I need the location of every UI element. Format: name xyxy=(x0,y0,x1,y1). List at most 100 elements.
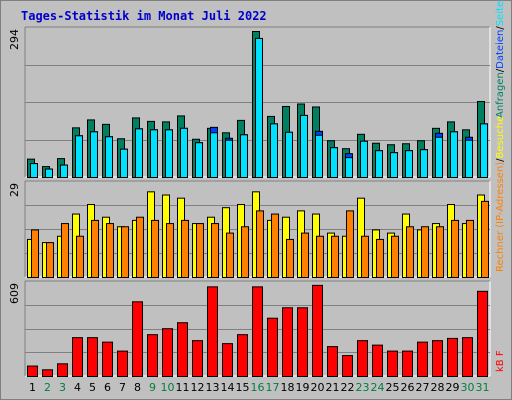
seiten-bar-31 xyxy=(480,123,488,178)
seiten-bar-6 xyxy=(105,136,113,179)
kbf-bar-18 xyxy=(282,307,293,378)
seiten-bar-17 xyxy=(270,123,278,178)
rechner-bar-3 xyxy=(61,223,69,279)
kbf-bar-12 xyxy=(192,340,203,378)
rechner-bar-8 xyxy=(136,216,144,278)
legend-entry-1-0: Anfragen xyxy=(495,72,506,118)
kbf-bar-20 xyxy=(312,284,323,378)
seiten-bar-2 xyxy=(45,168,53,178)
seiten-bar-8 xyxy=(135,128,143,178)
legend-entry-1-3: / xyxy=(495,26,506,30)
seiten-bar-19 xyxy=(300,114,308,178)
seiten-bar-29 xyxy=(450,131,458,179)
seiten-bar-21 xyxy=(330,147,338,179)
kbf-bar-23 xyxy=(357,340,368,378)
rechner-bar-4 xyxy=(76,235,84,278)
panel-3-ytick-label: 609 xyxy=(8,283,21,304)
rechner-bar-18 xyxy=(286,238,294,278)
kbf-bar-10 xyxy=(162,328,173,377)
x-tick-label-day-22: 22 xyxy=(341,381,355,394)
x-tick-label-day-23: 23 xyxy=(356,381,370,394)
rechner-bar-2 xyxy=(46,242,54,279)
legend-entry-1-4: Seiten xyxy=(495,0,506,26)
rechner-bar-11 xyxy=(181,219,189,278)
seiten-bar-9 xyxy=(150,129,158,179)
seiten-bar-1 xyxy=(30,163,38,179)
rechner-bar-7 xyxy=(121,226,129,278)
kbf-bar-11 xyxy=(177,322,188,378)
x-tick-label-day-6: 6 xyxy=(104,381,111,394)
rechner-bar-6 xyxy=(106,223,114,279)
x-tick-label-day-30: 30 xyxy=(461,381,475,394)
kbf-bar-6 xyxy=(102,341,113,377)
kbf-bar-21 xyxy=(327,346,338,377)
kbf-bar-27 xyxy=(417,341,428,377)
panel-3-legend: kB F xyxy=(495,350,506,372)
kbf-bar-24 xyxy=(372,344,383,378)
rechner-bar-19 xyxy=(301,232,309,279)
seiten-bar-18 xyxy=(285,131,293,178)
kbf-bar-19 xyxy=(297,307,308,378)
seiten-bar-10 xyxy=(165,129,173,179)
x-tick-label-day-11: 11 xyxy=(176,381,190,394)
kbf-bar-16 xyxy=(252,286,263,377)
rechner-bar-25 xyxy=(391,235,399,278)
legend-entry-2-1: / xyxy=(495,158,506,162)
kbf-bar-25 xyxy=(387,350,398,377)
x-tick-label-day-19: 19 xyxy=(296,381,310,394)
rechner-bar-1 xyxy=(31,229,39,278)
panel-2-legend: Rechner (IP-Adressen)/Besuche xyxy=(495,116,506,272)
kbf-bar-22 xyxy=(342,355,353,378)
rechner-bar-26 xyxy=(406,226,414,278)
kbf-bar-1 xyxy=(27,365,38,377)
kbf-bar-9 xyxy=(147,334,158,377)
rechner-bar-17 xyxy=(271,213,279,279)
kbf-bar-4 xyxy=(72,337,83,377)
seiten-bar-3 xyxy=(60,164,68,179)
kbf-bar-29 xyxy=(447,337,458,377)
legend-entry-1-2: Dateien xyxy=(495,30,506,69)
kbf-bar-14 xyxy=(222,343,233,377)
kbf-bar-31 xyxy=(477,290,488,377)
x-tick-label-day-31: 31 xyxy=(476,381,490,394)
x-tick-label-day-28: 28 xyxy=(431,381,445,394)
rechner-bar-22 xyxy=(346,210,354,278)
seiten-bar-24 xyxy=(375,150,383,178)
x-tick-label-day-4: 4 xyxy=(74,381,81,394)
kbf-bar-2 xyxy=(42,369,53,377)
x-tick-label-day-26: 26 xyxy=(401,381,415,394)
seiten-bar-22 xyxy=(345,157,353,178)
rechner-bar-15 xyxy=(241,226,249,278)
rechner-bar-9 xyxy=(151,219,159,278)
legend-entry-2-0: Rechner (IP-Adressen) xyxy=(495,162,506,272)
x-tick-label-day-1: 1 xyxy=(29,381,36,394)
x-tick-label-day-29: 29 xyxy=(446,381,460,394)
rechner-bar-27 xyxy=(421,226,429,278)
x-tick-label-day-14: 14 xyxy=(221,381,235,394)
seiten-bar-20 xyxy=(315,134,323,178)
rechner-bar-12 xyxy=(196,223,204,279)
x-tick-label-day-20: 20 xyxy=(311,381,325,394)
x-tick-label-day-9: 9 xyxy=(149,381,156,394)
legend-entry-1-1: / xyxy=(495,68,506,72)
rechner-bar-30 xyxy=(466,219,474,278)
x-tick-label-day-8: 8 xyxy=(134,381,141,394)
seiten-bar-23 xyxy=(360,140,368,179)
seiten-bar-25 xyxy=(390,152,398,179)
legend-entry-2-2: Besuche xyxy=(495,116,506,159)
kbf-bar-28 xyxy=(432,340,443,378)
rechner-bar-21 xyxy=(331,235,339,278)
x-tick-label-day-24: 24 xyxy=(371,381,385,394)
panel-2-ytick-label: 29 xyxy=(8,183,21,197)
rechner-bar-20 xyxy=(316,235,324,278)
x-tick-label-day-25: 25 xyxy=(386,381,400,394)
rechner-bar-14 xyxy=(226,232,234,279)
x-tick-label-day-7: 7 xyxy=(119,381,126,394)
seiten-bar-12 xyxy=(195,142,203,179)
x-tick-label-day-17: 17 xyxy=(266,381,280,394)
kbf-bar-3 xyxy=(57,363,68,378)
seiten-bar-11 xyxy=(180,127,188,178)
x-tick-label-day-10: 10 xyxy=(161,381,175,394)
rechner-bar-23 xyxy=(361,235,369,278)
